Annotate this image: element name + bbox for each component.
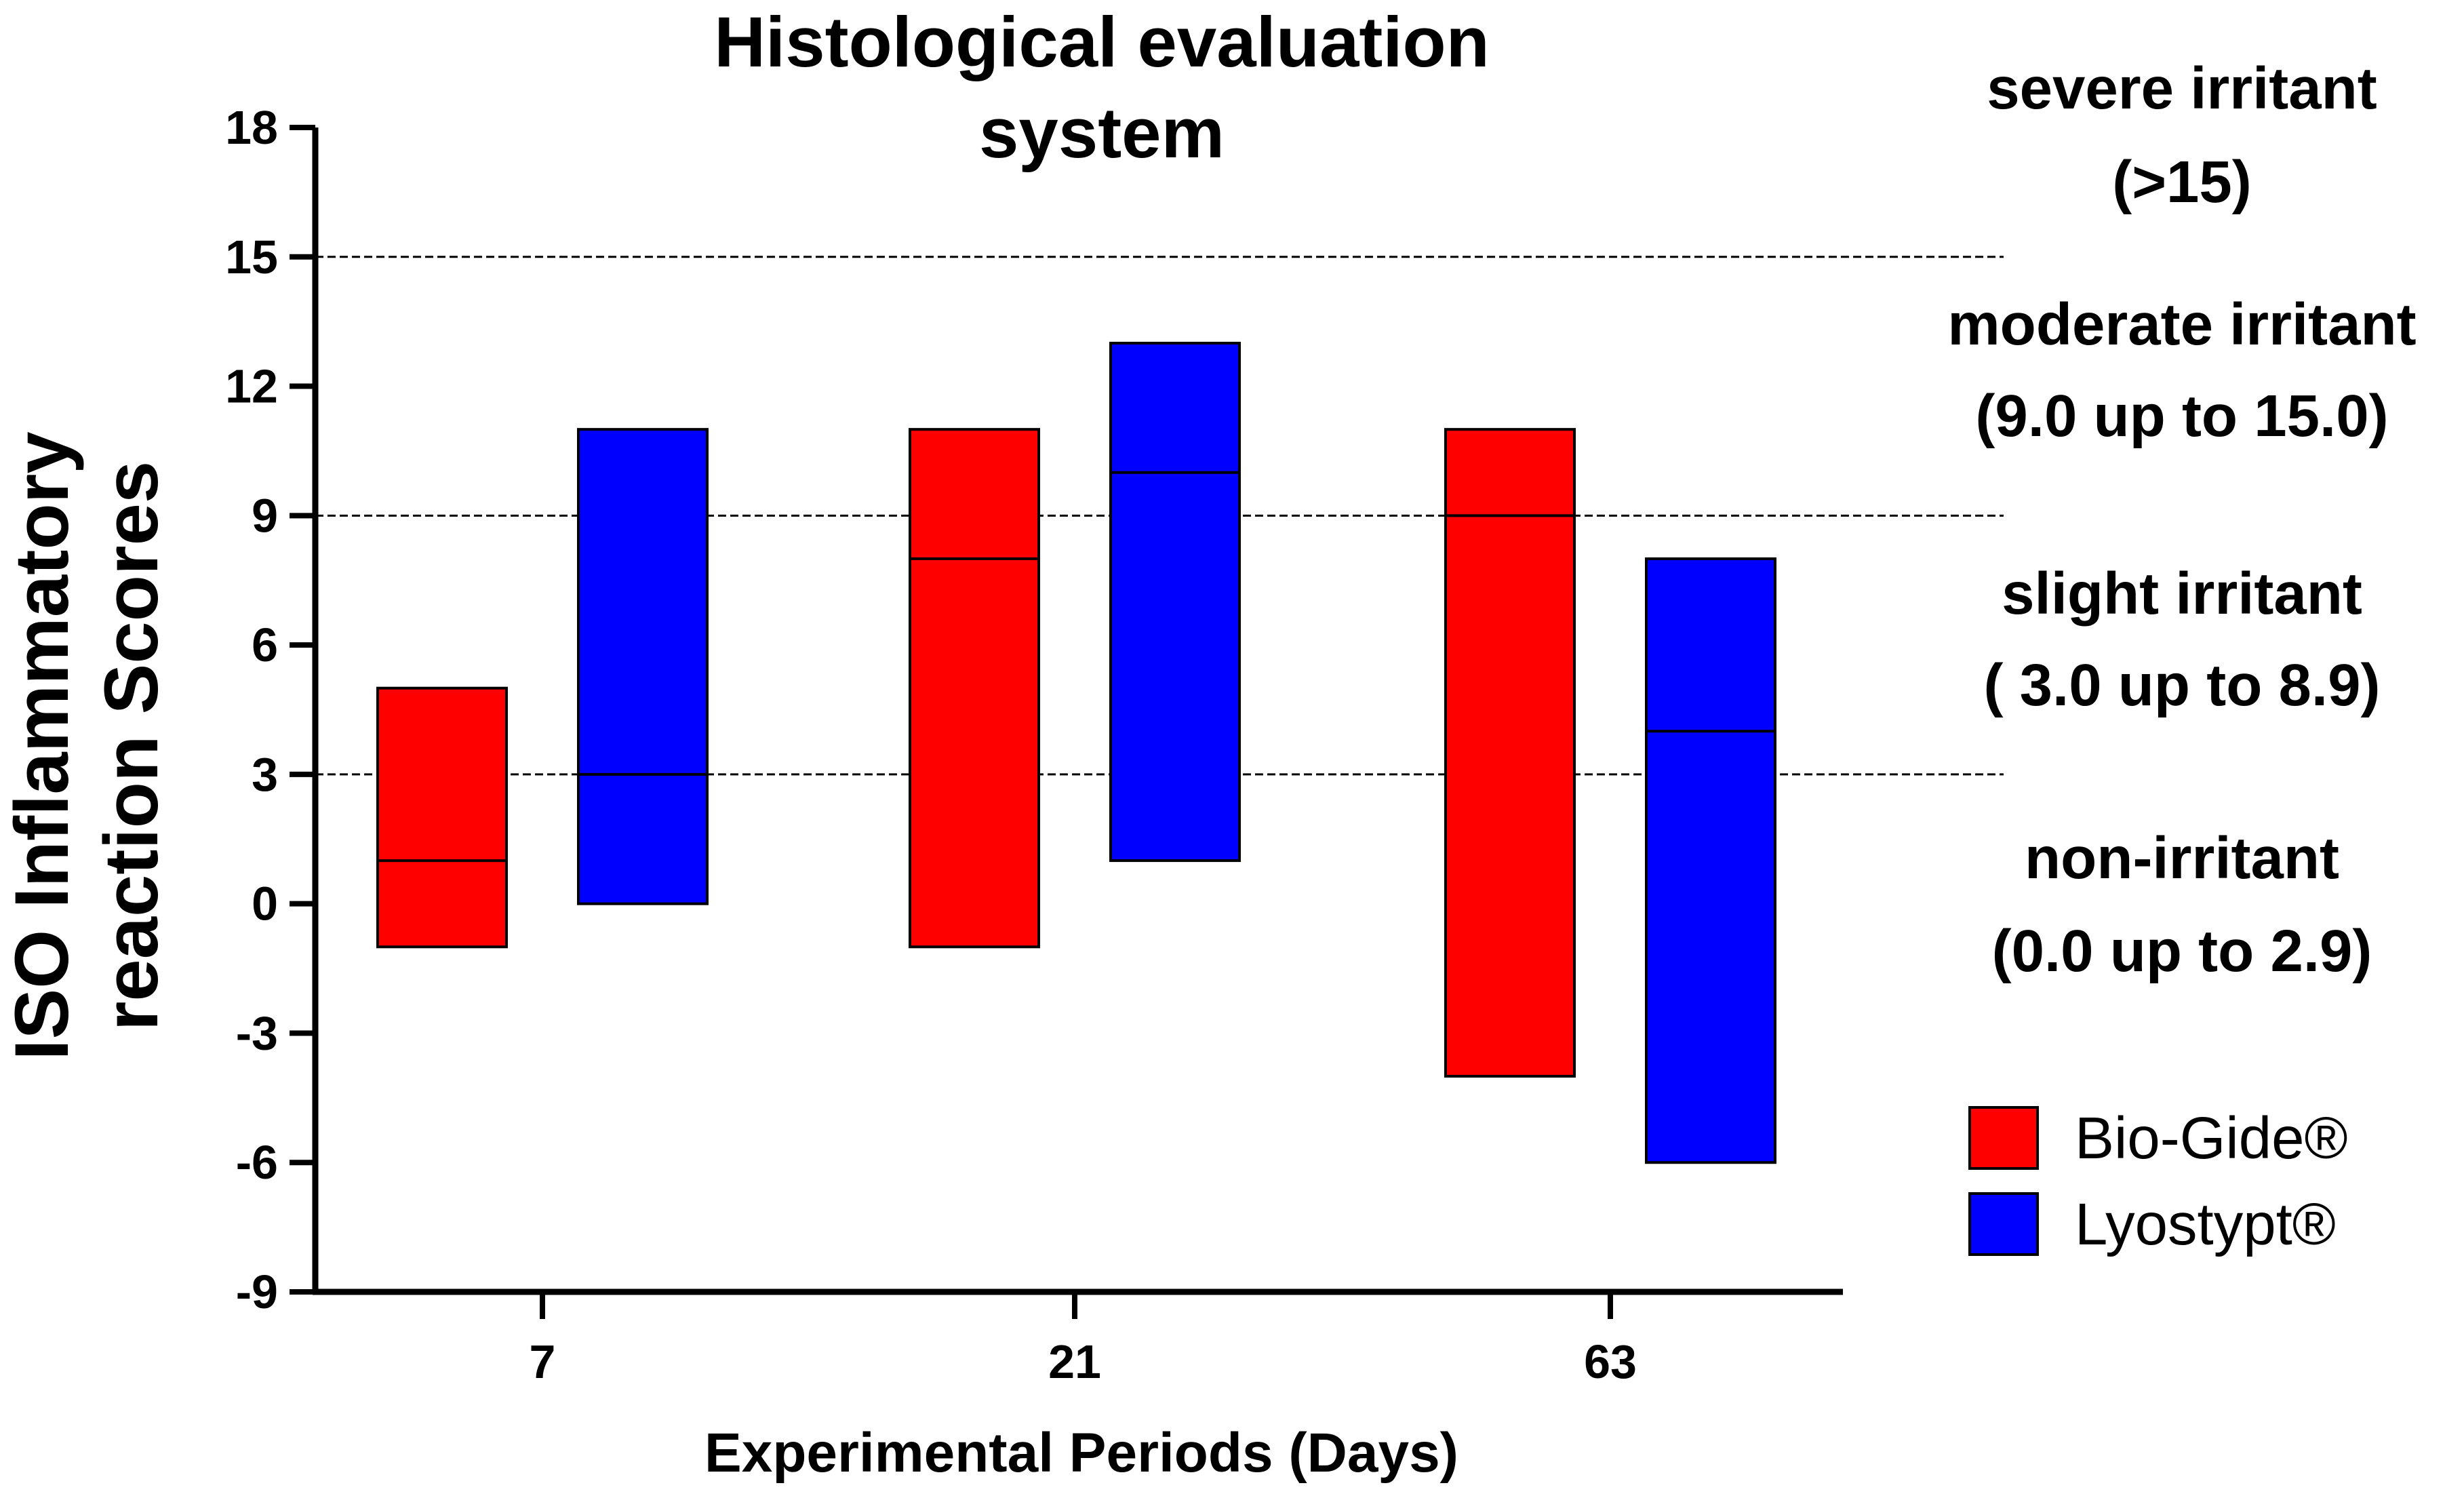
y-tick-label: 9	[252, 489, 278, 542]
bar-biogide-21	[909, 428, 1040, 949]
legend-swatch-biogide	[1968, 1106, 2039, 1170]
legend-label-biogide: Bio-Gide®	[2075, 1105, 2348, 1171]
y-tick-label: 12	[225, 360, 278, 413]
y-tick-label: -9	[236, 1265, 278, 1318]
bar-lyostypt-21	[1109, 341, 1241, 863]
x-tick-label: 7	[530, 1335, 556, 1388]
band-label-1-line-1: severe irritant	[1987, 56, 2377, 121]
band-label-4-line-1: non-irritant	[2025, 825, 2339, 891]
legend: Bio-Gide® Lyostypt®	[1968, 1105, 2348, 1257]
y-axis-title-line-2: reaction Scores	[89, 461, 174, 1031]
y-axis-title: ISO Inflammatory reaction Scores	[0, 431, 174, 1060]
bar-biogide-7	[376, 686, 508, 949]
band-label-1-line-2: (>15)	[2112, 149, 2252, 215]
x-tick-label: 21	[1048, 1335, 1101, 1388]
band-label-3-line-1: slight irritant	[2002, 561, 2362, 627]
band-label-4-line-2: (0.0 up to 2.9)	[1992, 918, 2372, 984]
chart-title-line-2: system	[979, 94, 1225, 173]
legend-label-lyostypt: Lyostypt®	[2075, 1192, 2336, 1257]
y-tick-label: -3	[236, 1006, 278, 1059]
y-axis-title-line-1: ISO Inflammatory	[0, 431, 84, 1060]
legend-swatch-lyostypt	[1968, 1192, 2039, 1256]
band-label-3-line-2: ( 3.0 up to 8.9)	[1984, 652, 2381, 718]
x-axis-title: Experimental Periods (Days)	[704, 1422, 1458, 1484]
bar-biogide-63	[1444, 428, 1576, 1078]
y-tick-label: 6	[252, 618, 278, 671]
y-tick-label: 3	[252, 748, 278, 801]
bar-lyostypt-63	[1645, 557, 1776, 1164]
y-tick-label: 18	[225, 101, 278, 154]
x-tick-label: 63	[1584, 1335, 1637, 1388]
irritation-bands: severe irritant (>15) moderate irritant (9.…	[1947, 56, 2416, 984]
y-tick-label: -6	[236, 1136, 278, 1189]
band-label-2-line-1: moderate irritant	[1947, 292, 2416, 357]
y-tick-label: 0	[252, 878, 278, 930]
band-label-2-line-2: (9.0 up to 15.0)	[1975, 383, 2388, 449]
bar-lyostypt-7	[577, 428, 709, 905]
y-tick-label: 15	[225, 231, 278, 283]
chart-title-line-1: Histological evaluation	[714, 3, 1490, 82]
